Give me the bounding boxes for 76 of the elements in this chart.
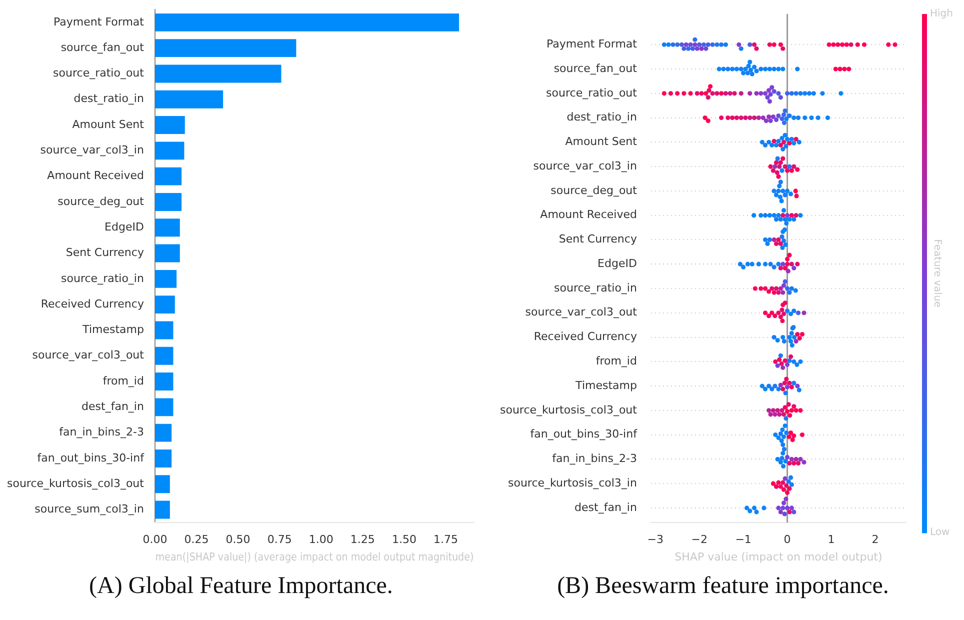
bar [154, 500, 170, 519]
y-tick-label: dest_fan_in [82, 400, 144, 414]
x-tick-label: 0.00 [142, 533, 168, 546]
y-tick-label: Payment Format [546, 37, 638, 50]
y-tick-label: Amount Sent [72, 118, 145, 131]
y-tick-label: dest_fan_in [574, 500, 637, 514]
x-tick-label: 0.50 [226, 533, 250, 546]
bar [154, 218, 180, 237]
bar [154, 321, 174, 340]
y-tick-label: EdgeID [598, 256, 637, 270]
y-tick-label: Timestamp [82, 323, 144, 336]
x-tick-label: 0 [784, 533, 791, 546]
y-tick-label: source_ratio_out [546, 86, 638, 100]
y-tick-label: Sent Currency [66, 246, 144, 260]
text: (A) Global Feature Importance. [88, 573, 394, 600]
bar [154, 13, 460, 32]
y-tick-label: source_kurtosis_col3_out [6, 476, 145, 490]
x-tick-label: 1.25 [350, 533, 375, 546]
y-tick-label: Received Currency [534, 330, 638, 344]
y-tick-label: Payment Format [54, 15, 145, 28]
y-tick-label: EdgeID [104, 220, 144, 234]
y-tick-label: source_kurtosis_col3_out [500, 403, 638, 416]
y-tick-label: source_var_col3_in [533, 159, 637, 172]
bar [154, 167, 182, 186]
x-tick-label: 1.75 [434, 533, 458, 546]
y-tick-label: source_ratio_in [61, 272, 144, 285]
bar [154, 142, 184, 160]
y-tick-label: source_kurtosis_col3_in [508, 476, 637, 490]
bar [154, 296, 175, 314]
y-tick-label: fan_out_bins_30-inf [530, 428, 638, 441]
bar [154, 398, 174, 416]
bar [154, 450, 172, 468]
bar [154, 64, 282, 83]
y-tick-label: dest_ratio_in [566, 110, 637, 124]
bar [154, 116, 185, 134]
x-tick-label: −3 [647, 533, 664, 546]
x-tick-label: −1 [735, 533, 752, 546]
bar [154, 475, 170, 494]
x-tick-label: 1.50 [392, 533, 416, 546]
bar [154, 90, 224, 108]
x-tick-label: 0.25 [184, 533, 209, 546]
y-tick-label: source_ratio_in [554, 281, 637, 294]
text: (B) Beeswarm feature importance. [556, 573, 890, 600]
x-tick-label: −2 [691, 533, 708, 546]
bar [154, 270, 177, 288]
y-tick-label: source_deg_out [58, 194, 145, 208]
y-tick-label: Timestamp [574, 378, 637, 392]
y-tick-label: Received Currency [40, 297, 144, 310]
y-tick-label: Amount Sent [565, 135, 638, 148]
bar [154, 193, 182, 211]
y-tick-label: Amount Received [47, 169, 144, 182]
x-tick-label: 1.00 [308, 533, 334, 546]
x-tick-label: 0.75 [267, 533, 292, 546]
y-tick-label: source_sum_col3_in [34, 502, 144, 516]
y-tick-label: fan_in_bins_2-3 [59, 426, 144, 439]
y-tick-label: source_fan_out [554, 62, 638, 75]
y-tick-label: from_id [102, 374, 144, 388]
bar [154, 39, 296, 58]
y-tick-label: dest_ratio_in [74, 92, 144, 106]
bar [154, 424, 172, 442]
y-tick-label: source_var_col3_out [525, 306, 638, 319]
y-tick-label: source_fan_out [60, 40, 145, 54]
y-tick-label: source_deg_out [550, 184, 638, 197]
y-tick-label: source_var_col3_in [40, 144, 144, 157]
x-tick-label: 1 [828, 533, 835, 546]
y-tick-label: fan_out_bins_30-inf [37, 451, 146, 464]
y-tick-label: source_var_col3_out [32, 348, 145, 362]
bar [154, 244, 180, 262]
bar [154, 372, 174, 391]
y-tick-label: from_id [596, 354, 637, 368]
x-tick-label: 2 [872, 533, 879, 546]
y-tick-label: fan_in_bins_2-3 [552, 452, 637, 466]
bar [154, 346, 174, 365]
y-tick-label: Amount Received [540, 208, 637, 222]
y-tick-label: source_ratio_out [53, 66, 145, 80]
y-tick-label: Sent Currency [558, 232, 638, 246]
